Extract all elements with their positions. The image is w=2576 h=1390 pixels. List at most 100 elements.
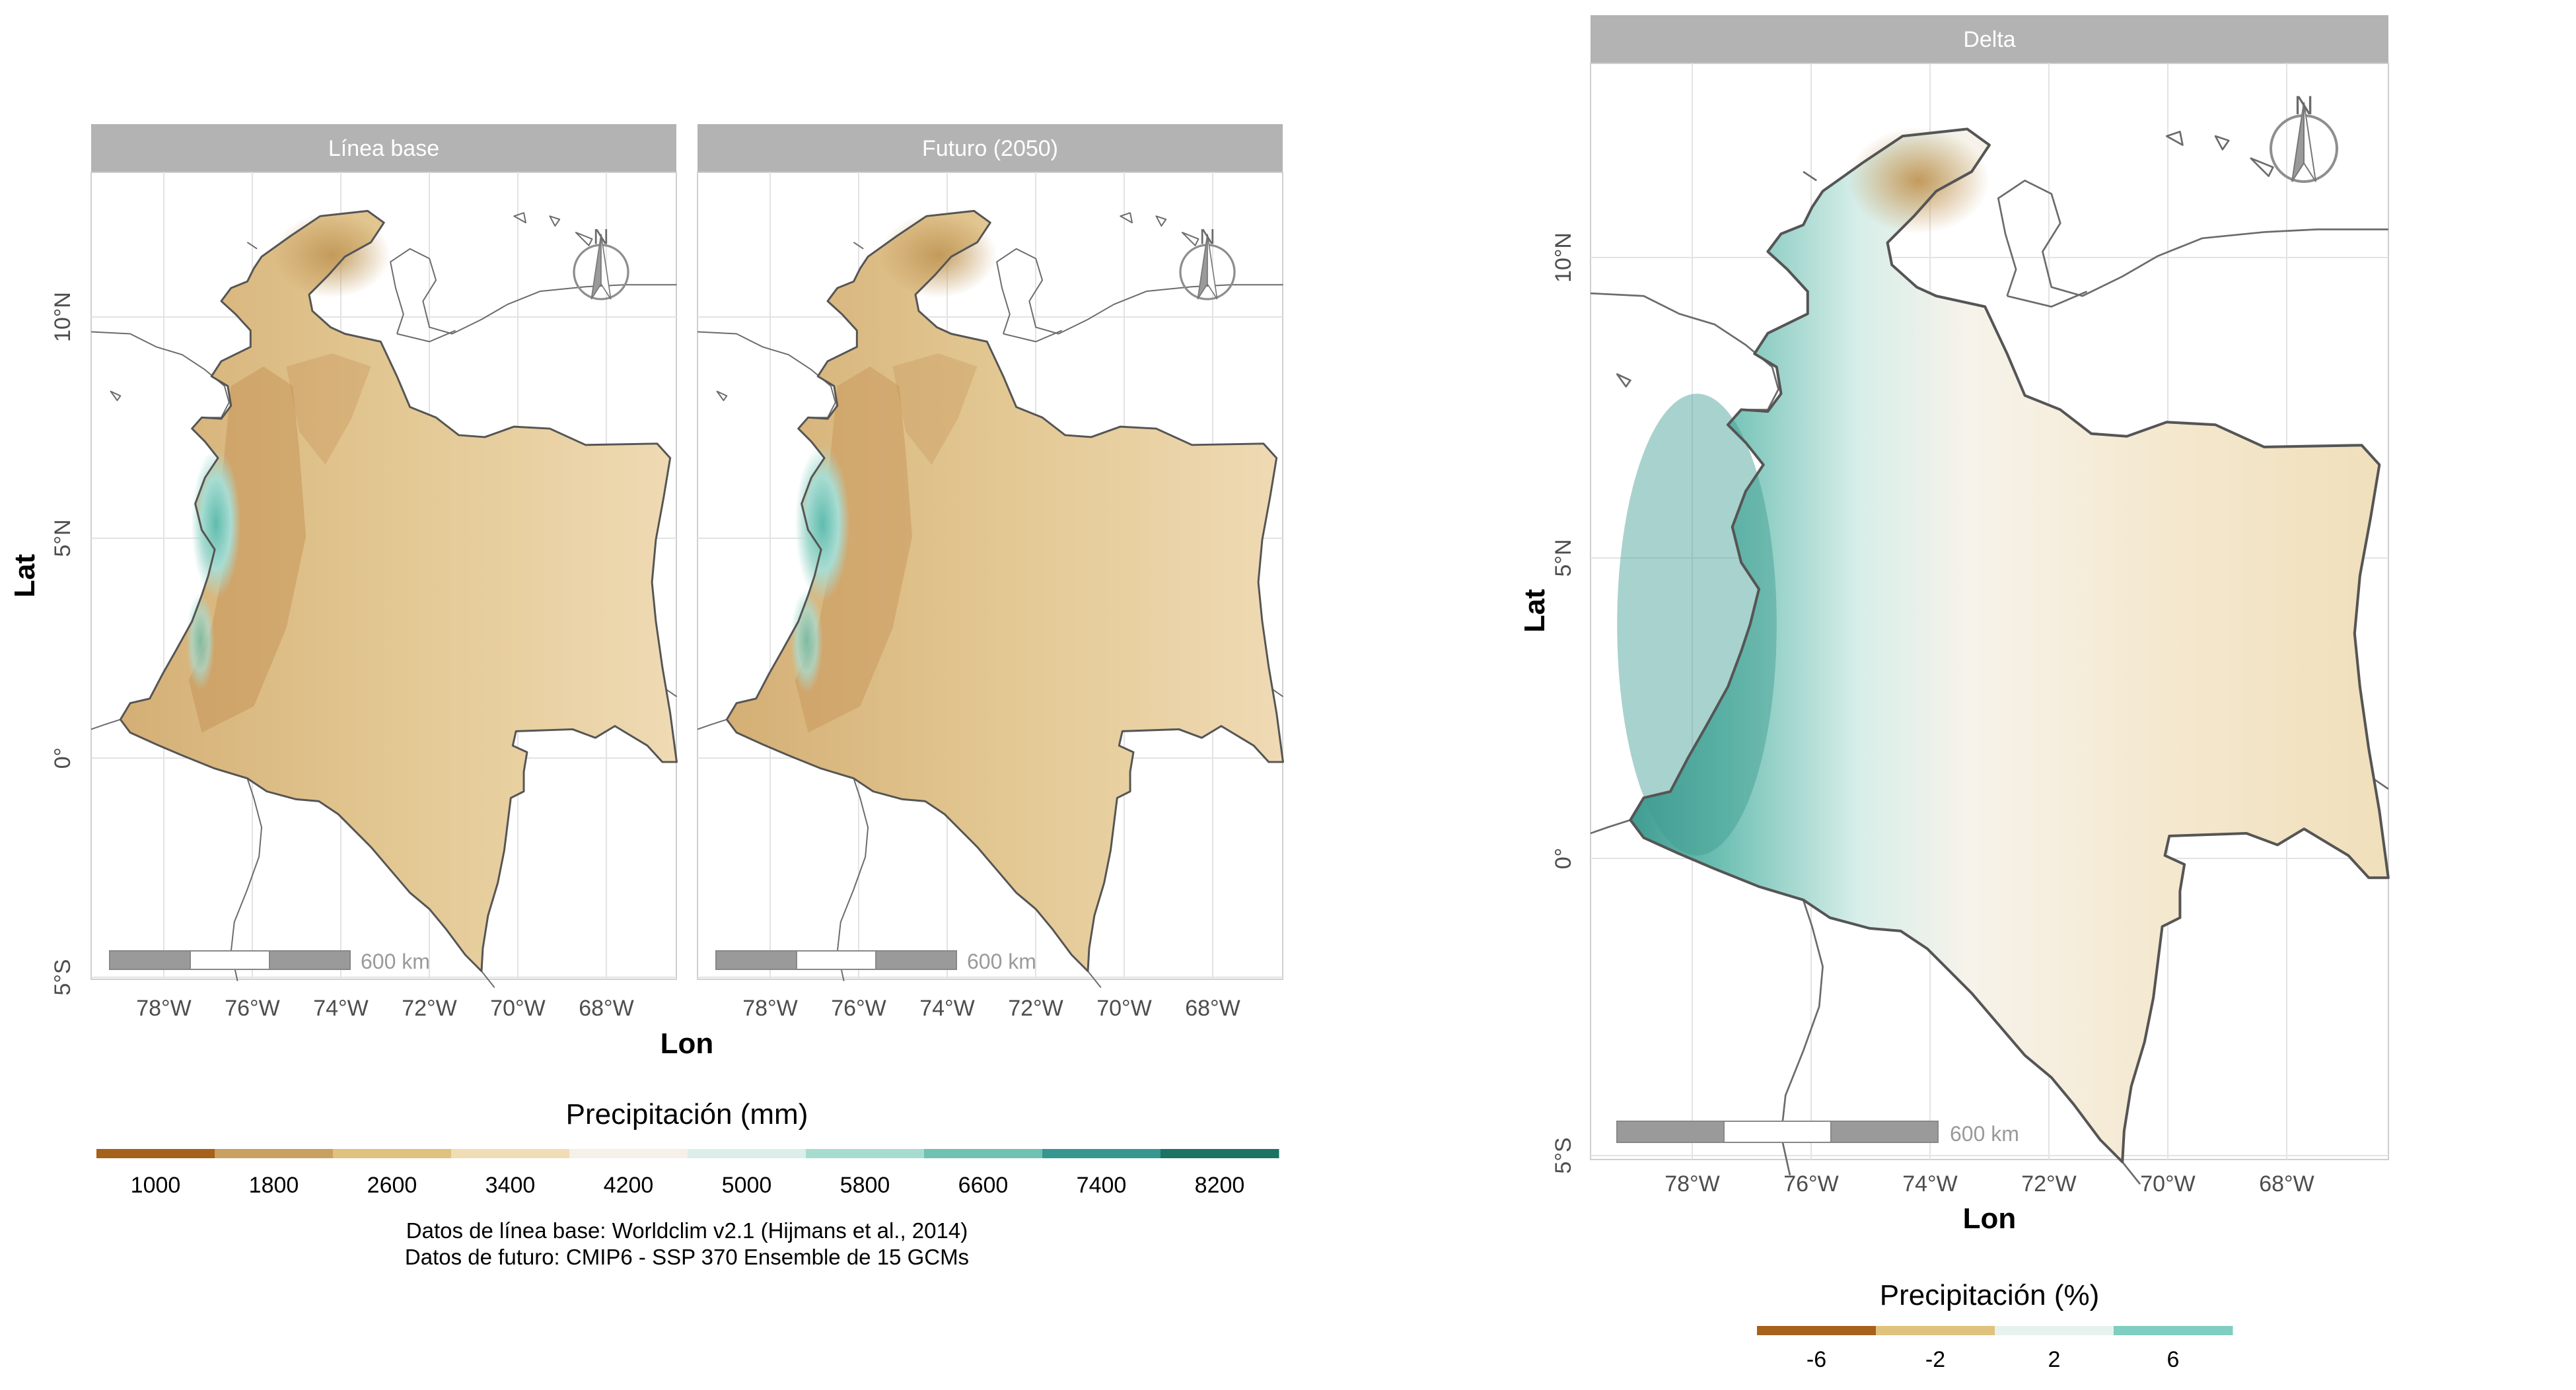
legend-label: 2 — [2048, 1347, 2061, 1372]
legend-label: 1800 — [249, 1173, 299, 1198]
x-axis-title: Lon — [661, 1027, 714, 1060]
caption-baseline-source: Datos de línea base: Worldclim v2.1 (Hij… — [406, 1218, 968, 1243]
caption-future-source: Datos de futuro: CMIP6 - SSP 370 Ensembl… — [405, 1245, 969, 1269]
x-tick-label: 68°W — [1185, 996, 1240, 1021]
x-tick-label: 74°W — [919, 996, 975, 1021]
x-tick-label: 76°W — [1783, 1171, 1839, 1197]
x-axis-ticks-left: 78°W 76°W 74°W 72°W 70°W 68°W 78°W 76°W … — [136, 996, 1240, 1021]
legend-label: 2600 — [367, 1173, 417, 1198]
legend-swatch — [1876, 1326, 1995, 1335]
x-tick-label: 76°W — [831, 996, 886, 1021]
scale-bar: 600 km — [1616, 1121, 2019, 1146]
legend-swatch — [96, 1149, 215, 1158]
andes-dry-band — [892, 353, 978, 465]
panel-baseline-map — [90, 209, 678, 989]
legend-swatch — [1161, 1149, 1279, 1158]
x-tick-label: 72°W — [402, 996, 457, 1021]
pacific-wet-zone — [795, 444, 850, 602]
y-axis-title: Lat — [9, 554, 41, 598]
panel-baseline-strip — [91, 124, 676, 172]
y-tick-label: 5°N — [1551, 539, 1576, 576]
pacific-increase-zone — [1617, 394, 1777, 856]
andes-dry-band — [795, 366, 913, 733]
legend-delta-title: Precipitación (%) — [1880, 1279, 2100, 1311]
y-tick-label: 5°N — [50, 519, 75, 557]
legend-precip: Precipitación (mm) 1000 1800 2600 3400 4200 5… — [96, 1098, 1279, 1198]
scale-bar: 600 km — [715, 950, 1036, 973]
scale-bar-label: 600 km — [967, 950, 1036, 973]
legend-precip-title: Precipitación (mm) — [566, 1098, 808, 1130]
x-tick-label: 78°W — [136, 996, 192, 1021]
y-tick-label: 5°S — [1551, 1137, 1576, 1173]
legend-swatch — [1757, 1326, 1877, 1335]
legend-label: 6 — [2167, 1347, 2180, 1372]
north-arrow-icon: N — [573, 224, 629, 300]
y-axis-ticks-left: 10°N 5°N 0° 5°S — [50, 292, 75, 996]
legend-swatch — [2114, 1326, 2233, 1335]
legend-label: 3400 — [485, 1173, 536, 1198]
legend-label: 4200 — [604, 1173, 654, 1198]
y-tick-label: 0° — [50, 747, 75, 769]
panel-delta-title: Delta — [1963, 27, 2015, 52]
panel-baseline: Línea base N 600 km — [90, 124, 678, 989]
pacific-wet-zone — [191, 448, 241, 599]
panel-delta-strip — [1591, 15, 2388, 63]
y-tick-label: 10°N — [1551, 232, 1576, 283]
legend-delta-labels: -6 -2 2 6 — [1807, 1347, 2180, 1372]
x-tick-label: 72°W — [2021, 1171, 2077, 1197]
legend-swatch — [569, 1149, 688, 1158]
x-tick-label: 70°W — [2140, 1171, 2196, 1197]
y-tick-label: 0° — [1551, 848, 1576, 870]
scale-bar-label: 600 km — [1950, 1122, 2019, 1146]
north-arrow-letter: N — [1199, 224, 1215, 248]
guajira-dry-zone — [879, 213, 997, 298]
x-tick-label: 76°W — [225, 996, 280, 1021]
north-arrow-letter: N — [593, 224, 609, 248]
pacific-wet-zone — [186, 592, 215, 691]
panel-future-map — [697, 209, 1284, 989]
panel-future-strip — [698, 124, 1283, 172]
guajira-decrease-zone — [1847, 127, 1989, 234]
panel-future-title: Futuro (2050) — [922, 136, 1058, 161]
legend-label: 7400 — [1077, 1173, 1127, 1198]
x-tick-label: 68°W — [2259, 1171, 2314, 1197]
guajira-dry-zone — [273, 213, 391, 298]
legend-swatch — [451, 1149, 570, 1158]
x-tick-label: 70°W — [490, 996, 546, 1021]
north-arrow-icon: N — [2270, 91, 2338, 183]
panel-future: Futuro (2050) N 600 km — [697, 124, 1284, 989]
north-arrow-icon: N — [1179, 224, 1236, 300]
legend-label: -2 — [1925, 1347, 1945, 1372]
x-tick-label: 74°W — [1902, 1171, 1958, 1197]
andes-dry-band — [188, 366, 306, 733]
legend-delta: Precipitación (%) -6 -2 2 6 — [1757, 1279, 2233, 1372]
legend-label: 5800 — [840, 1173, 890, 1198]
legend-label: -6 — [1807, 1347, 1826, 1372]
legend-swatch — [215, 1149, 334, 1158]
pacific-wet-zone — [790, 588, 824, 693]
panel-delta-map — [1589, 127, 2388, 1185]
y-axis-ticks-delta: 10°N 5°N 0° 5°S — [1551, 232, 1576, 1174]
y-axis-title-delta: Lat — [1519, 589, 1551, 633]
y-tick-label: 5°S — [50, 959, 75, 995]
legend-swatch — [688, 1149, 806, 1158]
x-tick-label: 70°W — [1096, 996, 1152, 1021]
legend-label: 1000 — [131, 1173, 181, 1198]
legend-label: 6600 — [958, 1173, 1009, 1198]
x-tick-label: 74°W — [313, 996, 369, 1021]
panel-baseline-title: Línea base — [328, 136, 439, 161]
legend-precip-labels: 1000 1800 2600 3400 4200 5000 5800 6600 7400 8200 — [131, 1173, 1245, 1198]
y-tick-label: 10°N — [50, 292, 75, 342]
legend-precip-swatches — [96, 1149, 1279, 1158]
scale-bar: 600 km — [109, 950, 430, 973]
x-axis-title-delta: Lon — [1963, 1202, 2017, 1235]
north-arrow-letter: N — [2295, 91, 2314, 120]
x-axis-ticks-delta: 78°W 76°W 74°W 72°W 70°W 68°W — [1664, 1171, 2314, 1197]
x-tick-label: 78°W — [742, 996, 798, 1021]
andes-dry-band — [286, 353, 371, 465]
legend-label: 8200 — [1195, 1173, 1245, 1198]
panel-delta: Delta N 600 km — [1589, 15, 2388, 1185]
x-tick-label: 72°W — [1008, 996, 1063, 1021]
scale-bar-label: 600 km — [361, 950, 430, 973]
